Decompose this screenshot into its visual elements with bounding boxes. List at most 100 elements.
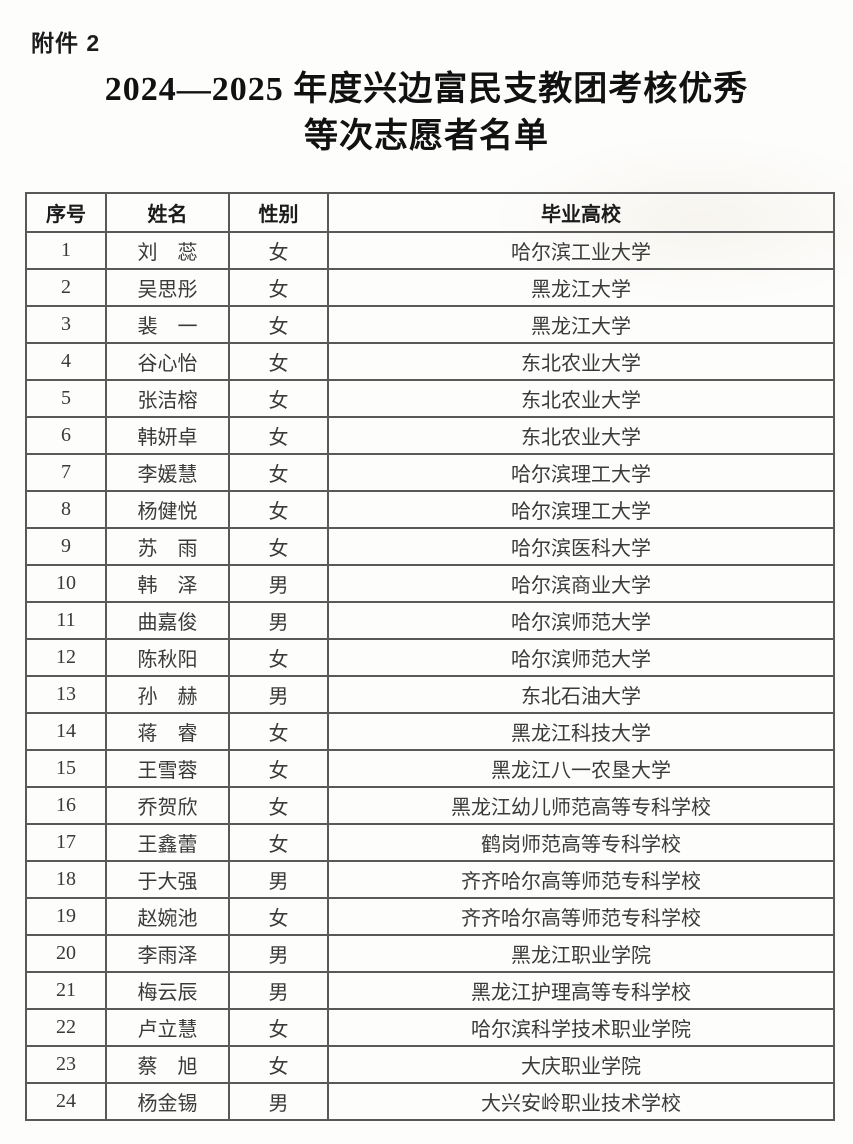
table-row: 19 赵婉池女齐齐哈尔高等师范专科学校 bbox=[25, 897, 835, 936]
table-row: 22 卢立慧女哈尔滨科学技术职业学院 bbox=[25, 1008, 835, 1047]
cell-gender: 男 bbox=[228, 675, 329, 714]
cell-name: 陈秋阳 bbox=[105, 638, 230, 677]
cell-name: 王鑫蕾 bbox=[105, 823, 230, 862]
header-school: 毕业高校 bbox=[327, 192, 835, 233]
cell-school: 哈尔滨科学技术职业学院 bbox=[327, 1008, 835, 1047]
cell-no: 19 bbox=[25, 897, 107, 936]
cell-gender: 女 bbox=[228, 712, 329, 751]
cell-no: 1 bbox=[25, 231, 107, 270]
cell-school: 哈尔滨理工大学 bbox=[327, 490, 835, 529]
cell-gender: 男 bbox=[228, 971, 329, 1010]
table-row: 2 吴思彤女黑龙江大学 bbox=[25, 268, 835, 307]
table-row: 11 曲嘉俊男哈尔滨师范大学 bbox=[25, 601, 835, 640]
header-gender: 性别 bbox=[228, 192, 329, 233]
cell-no: 16 bbox=[25, 786, 107, 825]
cell-school: 黑龙江大学 bbox=[327, 305, 835, 344]
cell-school: 哈尔滨师范大学 bbox=[327, 638, 835, 677]
cell-school: 黑龙江科技大学 bbox=[327, 712, 835, 751]
cell-no: 21 bbox=[25, 971, 107, 1010]
cell-gender: 女 bbox=[228, 305, 329, 344]
table-row: 15 王雪蓉女黑龙江八一农垦大学 bbox=[25, 749, 835, 788]
cell-name: 杨金锡 bbox=[105, 1082, 230, 1121]
attachment-label: 附件 2 bbox=[31, 30, 101, 56]
cell-gender: 女 bbox=[228, 490, 329, 529]
cell-name: 李媛慧 bbox=[105, 453, 230, 492]
table-row: 17 王鑫蕾女鹤岗师范高等专科学校 bbox=[25, 823, 835, 862]
cell-no: 14 bbox=[25, 712, 107, 751]
cell-no: 8 bbox=[25, 490, 107, 529]
table-row: 6 韩妍卓女东北农业大学 bbox=[25, 416, 835, 455]
header-name: 姓名 bbox=[105, 192, 230, 233]
cell-school: 齐齐哈尔高等师范专科学校 bbox=[327, 897, 835, 936]
table-row: 4 谷心怡女东北农业大学 bbox=[25, 342, 835, 381]
cell-gender: 男 bbox=[228, 860, 329, 899]
table-row: 12 陈秋阳女哈尔滨师范大学 bbox=[25, 638, 835, 677]
cell-gender: 女 bbox=[228, 786, 329, 825]
cell-name: 卢立慧 bbox=[105, 1008, 230, 1047]
cell-school: 黑龙江护理高等专科学校 bbox=[327, 971, 835, 1010]
cell-name: 吴思彤 bbox=[105, 268, 230, 307]
cell-no: 23 bbox=[25, 1045, 107, 1084]
cell-name: 梅云辰 bbox=[105, 971, 230, 1010]
cell-name: 韩 泽 bbox=[105, 564, 230, 603]
cell-no: 5 bbox=[25, 379, 107, 418]
table-row: 24 杨金锡男大兴安岭职业技术学校 bbox=[25, 1082, 835, 1121]
cell-no: 4 bbox=[25, 342, 107, 381]
cell-no: 15 bbox=[25, 749, 107, 788]
cell-school: 黑龙江职业学院 bbox=[327, 934, 835, 973]
cell-gender: 女 bbox=[228, 342, 329, 381]
cell-gender: 女 bbox=[228, 379, 329, 418]
cell-gender: 女 bbox=[228, 823, 329, 862]
cell-name: 刘 蕊 bbox=[105, 231, 230, 270]
cell-name: 蒋 睿 bbox=[105, 712, 230, 751]
cell-no: 20 bbox=[25, 934, 107, 973]
cell-school: 东北农业大学 bbox=[327, 379, 835, 418]
cell-gender: 女 bbox=[228, 1045, 329, 1084]
cell-school: 齐齐哈尔高等师范专科学校 bbox=[327, 860, 835, 899]
table-header-row: 序号 姓名 性别 毕业高校 bbox=[25, 192, 835, 233]
table-row: 21 梅云辰男黑龙江护理高等专科学校 bbox=[25, 971, 835, 1010]
cell-no: 22 bbox=[25, 1008, 107, 1047]
cell-name: 李雨泽 bbox=[105, 934, 230, 973]
cell-gender: 女 bbox=[228, 231, 329, 270]
cell-school: 大庆职业学院 bbox=[327, 1045, 835, 1084]
cell-name: 张洁榕 bbox=[105, 379, 230, 418]
title-line-1: 2024—2025 年度兴边富民支教团考核优秀 bbox=[104, 71, 749, 108]
cell-no: 2 bbox=[25, 268, 107, 307]
title-line-2: 等次志愿者名单 bbox=[304, 118, 549, 155]
cell-school: 哈尔滨理工大学 bbox=[327, 453, 835, 492]
cell-school: 东北石油大学 bbox=[327, 675, 835, 714]
cell-school: 黑龙江幼儿师范高等专科学校 bbox=[327, 786, 835, 825]
table-row: 18 于大强男齐齐哈尔高等师范专科学校 bbox=[25, 860, 835, 899]
cell-no: 12 bbox=[25, 638, 107, 677]
cell-name: 杨健悦 bbox=[105, 490, 230, 529]
cell-gender: 女 bbox=[228, 638, 329, 677]
header-no: 序号 bbox=[25, 192, 107, 233]
cell-name: 曲嘉俊 bbox=[105, 601, 230, 640]
cell-no: 24 bbox=[25, 1082, 107, 1121]
cell-name: 谷心怡 bbox=[105, 342, 230, 381]
cell-school: 哈尔滨医科大学 bbox=[327, 527, 835, 566]
cell-gender: 女 bbox=[228, 268, 329, 307]
cell-school: 东北农业大学 bbox=[327, 342, 835, 381]
cell-gender: 男 bbox=[228, 934, 329, 973]
table-row: 23 蔡 旭女大庆职业学院 bbox=[25, 1045, 835, 1084]
cell-school: 哈尔滨师范大学 bbox=[327, 601, 835, 640]
cell-no: 7 bbox=[25, 453, 107, 492]
document-title: 2024—2025 年度兴边富民支教团考核优秀 等次志愿者名单 bbox=[0, 66, 853, 160]
cell-no: 10 bbox=[25, 564, 107, 603]
cell-gender: 女 bbox=[228, 749, 329, 788]
cell-school: 黑龙江大学 bbox=[327, 268, 835, 307]
cell-name: 王雪蓉 bbox=[105, 749, 230, 788]
table-row: 8 杨健悦女哈尔滨理工大学 bbox=[25, 490, 835, 529]
cell-gender: 女 bbox=[228, 416, 329, 455]
cell-name: 孙 赫 bbox=[105, 675, 230, 714]
cell-school: 黑龙江八一农垦大学 bbox=[327, 749, 835, 788]
cell-gender: 男 bbox=[228, 1082, 329, 1121]
cell-name: 苏 雨 bbox=[105, 527, 230, 566]
cell-no: 9 bbox=[25, 527, 107, 566]
table-row: 20 李雨泽男黑龙江职业学院 bbox=[25, 934, 835, 973]
cell-name: 韩妍卓 bbox=[105, 416, 230, 455]
